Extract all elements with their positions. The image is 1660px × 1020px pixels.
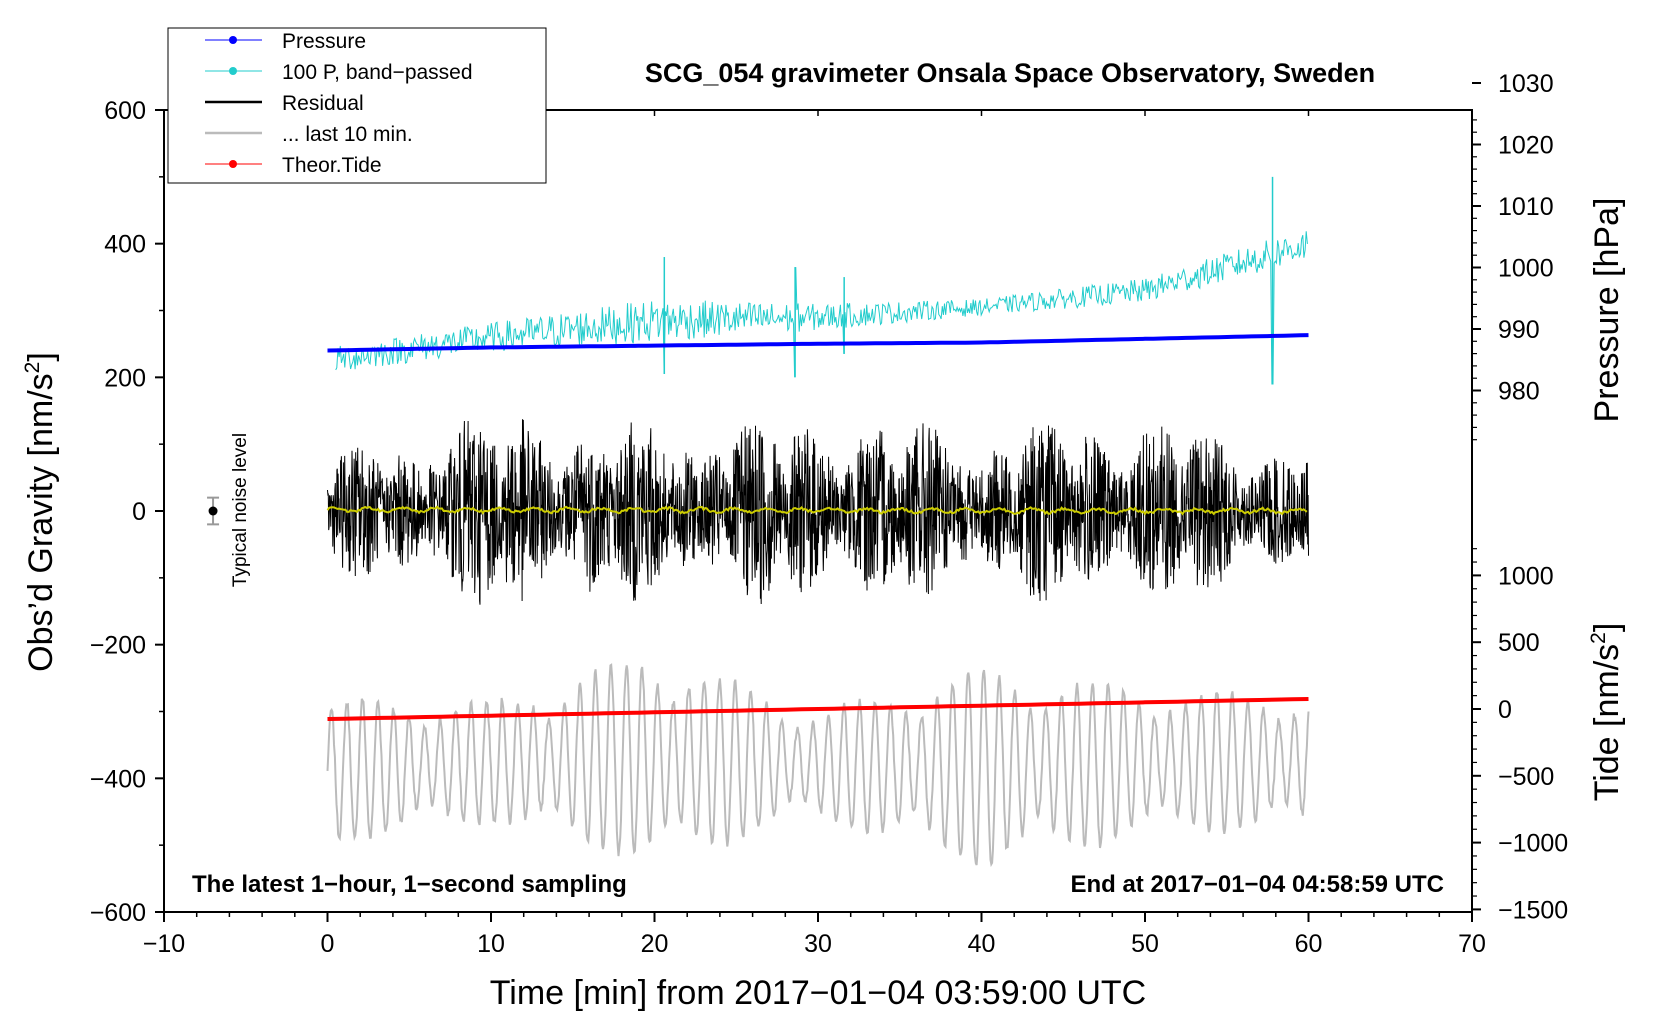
pressure-axis-tick-label: 1000 [1498, 255, 1554, 283]
pressure-axis: 980 990 1000 1010 1020 1030 [1472, 70, 1554, 441]
legend-label-last10: ... last 10 min. [282, 123, 413, 146]
noise-bar-point [208, 506, 218, 516]
x-axis-tick-label: 70 [1458, 930, 1486, 958]
series-theoretical-tide [327, 697, 1309, 721]
left-axis-tick-label: 600 [104, 97, 146, 125]
series-pressure-bandpassed [335, 231, 1308, 385]
left-axis-tick-label: −200 [90, 632, 146, 660]
tide-axis-tick-label: −500 [1498, 763, 1554, 791]
x-axis-tick-label: 20 [641, 930, 669, 958]
tide-axis: −1500 −1000 −500 0 500 1000 [1472, 548, 1568, 924]
tide-axis-tick-label: 1000 [1498, 562, 1554, 590]
series-residual-smoothed [326, 505, 1308, 516]
chart-title: SCG_054 gravimeter Onsala Space Observat… [645, 58, 1375, 88]
x-axis-tick-label: 10 [477, 930, 505, 958]
left-axis-tick-label: 0 [132, 498, 146, 526]
left-axis-tick-label: −400 [90, 765, 146, 793]
left-axis: −600 −400 −200 0 200 400 600 [90, 97, 164, 927]
series-residual [327, 419, 1309, 605]
noise-label: Typical noise level [230, 433, 251, 587]
left-axis-tick-label: −600 [90, 899, 146, 927]
noise-bar [207, 496, 220, 526]
pressure-axis-tick-label: 1030 [1498, 70, 1554, 98]
x-axis-tick-label: 0 [321, 930, 335, 958]
legend-label-tide: Theor.Tide [282, 154, 382, 177]
pressure-axis-label: Pressure [hPa] [1588, 198, 1626, 423]
x-axis-label: Time [min] from 2017−01−04 03:59:00 UTC [490, 974, 1146, 1012]
tide-axis-tick-label: −1500 [1498, 896, 1568, 924]
legend-box [167, 27, 547, 184]
legend-label-residual: Residual [282, 92, 364, 115]
tide-axis-tick-label: 0 [1498, 696, 1512, 724]
pressure-axis-tick-label: 1020 [1498, 132, 1554, 160]
x-axis-tick-label: 40 [968, 930, 996, 958]
tide-axis-tick-label: 500 [1498, 629, 1540, 657]
left-axis-tick-label: 400 [104, 231, 146, 259]
series-last-10-min [326, 663, 1310, 868]
pressure-axis-tick-label: 1010 [1498, 193, 1554, 221]
legend-label-bandpassed: 100 P, band−passed [282, 61, 473, 84]
left-axis-tick-label: 200 [104, 364, 146, 392]
legend-swatch-marker [229, 36, 237, 44]
series-pressure [327, 333, 1309, 353]
tide-axis-label: Tide [nm/s2] [1587, 623, 1626, 802]
legend-label-pressure: Pressure [282, 30, 366, 53]
y-axis-label: Obs’d Gravity [nm/s2] [21, 352, 60, 672]
series-layer [326, 176, 1310, 868]
x-axis-tick-label: 50 [1131, 930, 1159, 958]
pressure-axis-tick-label: 990 [1498, 316, 1540, 344]
x-axis-tick-label: 60 [1295, 930, 1323, 958]
x-axis: −10 0 10 20 30 40 50 60 70 [143, 110, 1486, 958]
tide-axis-tick-label: −1000 [1498, 830, 1568, 858]
legend: Pressure 100 P, band−passed Residual ...… [167, 27, 547, 184]
footer-right: End at 2017−01−04 04:58:59 UTC [1070, 871, 1444, 898]
pressure-axis-tick-label: 980 [1498, 378, 1540, 406]
x-axis-tick-label: −10 [143, 930, 185, 958]
footer-left: The latest 1−hour, 1−second sampling [192, 871, 627, 898]
legend-swatch-marker [229, 160, 237, 168]
x-axis-tick-label: 30 [804, 930, 832, 958]
legend-swatch-marker [229, 67, 237, 75]
